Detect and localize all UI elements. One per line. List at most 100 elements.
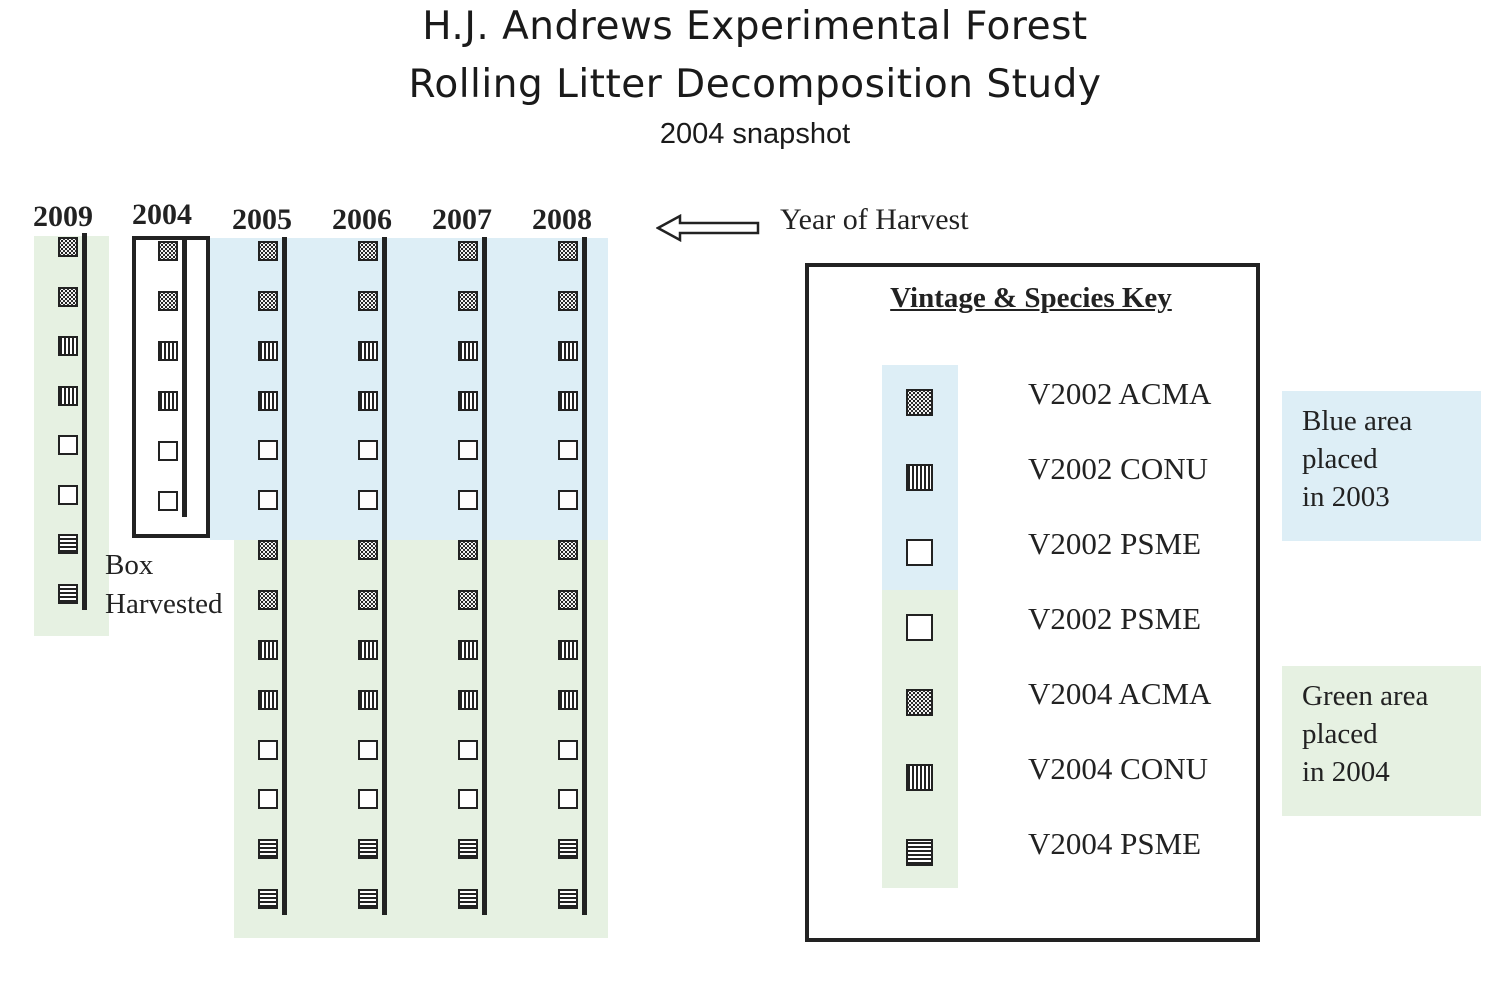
litter-bag-2006-10-conu bbox=[358, 690, 378, 710]
litter-bag-2007-10-conu bbox=[458, 690, 478, 710]
litter-bag-2004-5-psme bbox=[158, 441, 178, 461]
year-label-2009: 2009 bbox=[33, 200, 93, 233]
litter-bag-2006-4-conu bbox=[358, 391, 378, 411]
key-label-5: V2004 ACMA bbox=[1028, 676, 1212, 711]
litter-bag-2009-8-psme-h bbox=[58, 584, 78, 604]
key-swatch-6-conu bbox=[906, 764, 933, 791]
blue-area-note-line2: placed bbox=[1302, 443, 1378, 475]
litter-bag-2006-3-conu bbox=[358, 341, 378, 361]
litter-bag-2005-12-psme bbox=[258, 789, 278, 809]
key-label-7: V2004 PSME bbox=[1028, 826, 1202, 861]
litter-bag-2005-6-psme bbox=[258, 490, 278, 510]
species-key-title: Vintage & Species Key bbox=[890, 282, 1172, 314]
litter-bag-2007-5-psme bbox=[458, 440, 478, 460]
litter-bag-2008-11-psme bbox=[558, 740, 578, 760]
litter-bag-2007-12-psme bbox=[458, 789, 478, 809]
blue-area-note-bg bbox=[1282, 391, 1481, 541]
litter-bag-2007-13-psme-h bbox=[458, 839, 478, 859]
litter-bag-2009-3-conu bbox=[58, 336, 78, 356]
green-area-columns bbox=[234, 540, 608, 938]
litter-bag-2006-5-psme bbox=[358, 440, 378, 460]
page-subtitle: Rolling Litter Decomposition Study bbox=[408, 62, 1102, 107]
green-area-note-line1: Green area bbox=[1302, 680, 1429, 712]
litter-bag-2007-4-conu bbox=[458, 391, 478, 411]
litter-bag-2006-2-acma bbox=[358, 291, 378, 311]
year-label-2008: 2008 bbox=[532, 203, 592, 236]
litter-bag-2008-12-psme bbox=[558, 789, 578, 809]
box-harvested-label-line2: Harvested bbox=[105, 588, 223, 620]
year-of-harvest-label: Year of Harvest bbox=[780, 203, 969, 236]
litter-bag-2005-10-conu bbox=[258, 690, 278, 710]
litter-bag-2004-6-psme bbox=[158, 491, 178, 511]
litter-bag-2005-14-psme-h bbox=[258, 889, 278, 909]
litter-bag-2009-2-acma bbox=[58, 287, 78, 307]
page-title: H.J. Andrews Experimental Forest bbox=[422, 4, 1088, 49]
litter-bag-2006-9-conu bbox=[358, 640, 378, 660]
litter-bag-2008-10-conu bbox=[558, 690, 578, 710]
stake-2009 bbox=[82, 233, 87, 610]
litter-bag-2009-7-psme-h bbox=[58, 534, 78, 554]
stake-2007 bbox=[482, 237, 487, 916]
harvested-box bbox=[132, 236, 210, 538]
stake-2005 bbox=[282, 237, 287, 916]
snapshot-label: 2004 snapshot bbox=[659, 118, 851, 150]
litter-bag-2005-9-conu bbox=[258, 640, 278, 660]
litter-bag-2007-9-conu bbox=[458, 640, 478, 660]
litter-bag-2005-11-psme bbox=[258, 740, 278, 760]
litter-bag-2008-2-acma bbox=[558, 291, 578, 311]
year-label-2005: 2005 bbox=[232, 203, 292, 236]
litter-bag-2009-1-acma bbox=[58, 237, 78, 257]
litter-bag-2008-14-psme-h bbox=[558, 889, 578, 909]
litter-bag-2004-4-conu bbox=[158, 391, 178, 411]
species-key-box bbox=[805, 263, 1260, 942]
year-label-2004: 2004 bbox=[132, 198, 192, 231]
litter-bag-2008-9-conu bbox=[558, 640, 578, 660]
litter-bag-2005-13-psme-h bbox=[258, 839, 278, 859]
key-swatch-5-acma bbox=[906, 689, 933, 716]
litter-bag-2008-4-conu bbox=[558, 391, 578, 411]
blue-area-columns bbox=[210, 238, 608, 540]
key-label-1: V2002 ACMA bbox=[1028, 376, 1212, 411]
litter-bag-2008-13-psme-h bbox=[558, 839, 578, 859]
box-harvested-label-line1: Box bbox=[105, 549, 154, 581]
litter-bag-2008-7-acma bbox=[558, 540, 578, 560]
litter-bag-2007-2-acma bbox=[458, 291, 478, 311]
litter-bag-2008-6-psme bbox=[558, 490, 578, 510]
litter-bag-2005-3-conu bbox=[258, 341, 278, 361]
litter-bag-2007-3-conu bbox=[458, 341, 478, 361]
litter-bag-2005-2-acma bbox=[258, 291, 278, 311]
green-area-note-line3: in 2004 bbox=[1302, 756, 1390, 788]
key-swatch-1-acma bbox=[906, 389, 933, 416]
stake-2004 bbox=[182, 237, 187, 517]
year-label-2007: 2007 bbox=[432, 203, 492, 236]
litter-bag-2006-14-psme-h bbox=[358, 889, 378, 909]
blue-area-note-line1: Blue area bbox=[1302, 405, 1413, 437]
green-area-note-bg bbox=[1282, 666, 1481, 816]
litter-bag-2008-3-conu bbox=[558, 341, 578, 361]
litter-bag-2004-3-conu bbox=[158, 341, 178, 361]
litter-bag-2009-4-conu bbox=[58, 386, 78, 406]
key-swatch-2-conu bbox=[906, 464, 933, 491]
litter-bag-2005-1-acma bbox=[258, 241, 278, 261]
year-label-2006: 2006 bbox=[332, 203, 392, 236]
litter-bag-2005-7-acma bbox=[258, 540, 278, 560]
litter-bag-2007-6-psme bbox=[458, 490, 478, 510]
green-area-note-line2: placed bbox=[1302, 718, 1378, 750]
key-label-4: V2002 PSME bbox=[1028, 601, 1202, 636]
litter-bag-2008-1-acma bbox=[558, 241, 578, 261]
litter-bag-2006-8-acma bbox=[358, 590, 378, 610]
litter-bag-2007-8-acma bbox=[458, 590, 478, 610]
key-label-2: V2002 CONU bbox=[1028, 451, 1208, 486]
litter-bag-2005-4-conu bbox=[258, 391, 278, 411]
litter-bag-2007-1-acma bbox=[458, 241, 478, 261]
left-arrow-icon bbox=[656, 214, 760, 242]
litter-bag-2009-6-psme bbox=[58, 485, 78, 505]
key-label-3: V2002 PSME bbox=[1028, 526, 1202, 561]
litter-bag-2009-5-psme bbox=[58, 435, 78, 455]
litter-bag-2006-7-acma bbox=[358, 540, 378, 560]
litter-bag-2006-11-psme bbox=[358, 740, 378, 760]
litter-bag-2005-8-acma bbox=[258, 590, 278, 610]
litter-bag-2004-1-acma bbox=[158, 241, 178, 261]
litter-bag-2007-7-acma bbox=[458, 540, 478, 560]
litter-bag-2006-13-psme-h bbox=[358, 839, 378, 859]
